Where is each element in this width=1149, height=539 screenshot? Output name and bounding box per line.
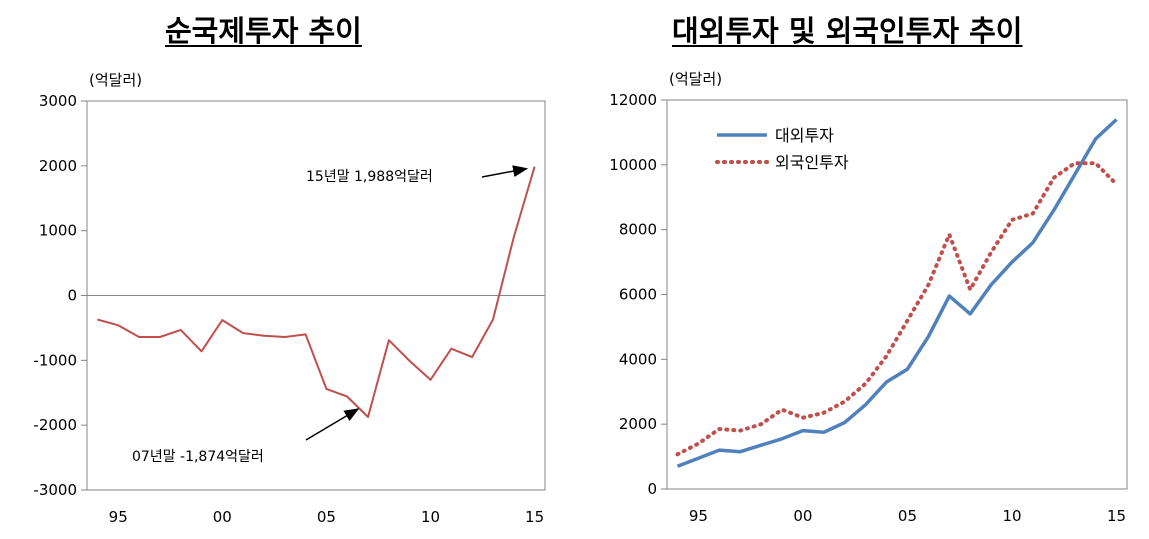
x-tick-label: 00 [793,507,812,525]
right-chart-title: 대외투자 및 외국인투자 추이 [672,14,1023,48]
x-tick-label: 05 [317,508,336,526]
x-tick-label: 15 [525,508,544,526]
x-tick-label: 10 [421,508,440,526]
x-tick-label: 95 [689,507,708,525]
unit-label: (억달러) [89,71,142,89]
net-investment-chart: (억달러) 3000 2000 1000 0 -1000 -2000 -3000 95 00 05 1… [33,71,546,526]
legend-label-inward: 외국인투자 [775,153,849,172]
series-line-0 [97,166,536,418]
annotation-2007: 07년말 -1,874억달러 [132,449,264,465]
investment-comparison-chart: (억달러) 12000 10000 8000 6000 4000 2000 0 95 00 05 10… [609,70,1128,525]
y-tick-label: -3000 [33,481,77,499]
y-tick-label: 12000 [609,91,657,109]
series-line-0 [676,118,1118,468]
x-tick-label: 10 [1002,507,1021,525]
y-tick-label: -2000 [33,416,77,434]
x-tick-label: 95 [109,508,128,526]
legend: 대외투자 외국인투자 [715,126,849,172]
x-tick-label: 00 [213,508,232,526]
y-tick-label: 8000 [619,221,657,239]
x-tick-label: 05 [898,507,917,525]
legend-label-outward: 대외투자 [775,126,834,145]
y-tick-label: 0 [647,480,657,498]
left-chart-title: 순국제투자 추이 [165,14,362,48]
y-tick-label: 3000 [39,92,77,110]
y-tick-label: 1000 [39,222,77,240]
x-tick-label: 15 [1107,507,1126,525]
y-tick-label: 0 [67,287,77,305]
series-line-1 [675,161,1119,457]
annotation-arrow-2007 [305,408,360,441]
annotation-arrow-2015 [481,165,529,178]
unit-label: (억달러) [669,70,722,88]
y-tick-label: 4000 [619,350,657,368]
annotation-2015: 15년말 1,988억달러 [306,169,433,185]
y-tick-label: 10000 [609,156,657,174]
y-tick-label: 2000 [39,157,77,175]
y-tick-label: -1000 [33,351,77,369]
y-tick-label: 6000 [619,286,657,304]
y-tick-label: 2000 [619,415,657,433]
